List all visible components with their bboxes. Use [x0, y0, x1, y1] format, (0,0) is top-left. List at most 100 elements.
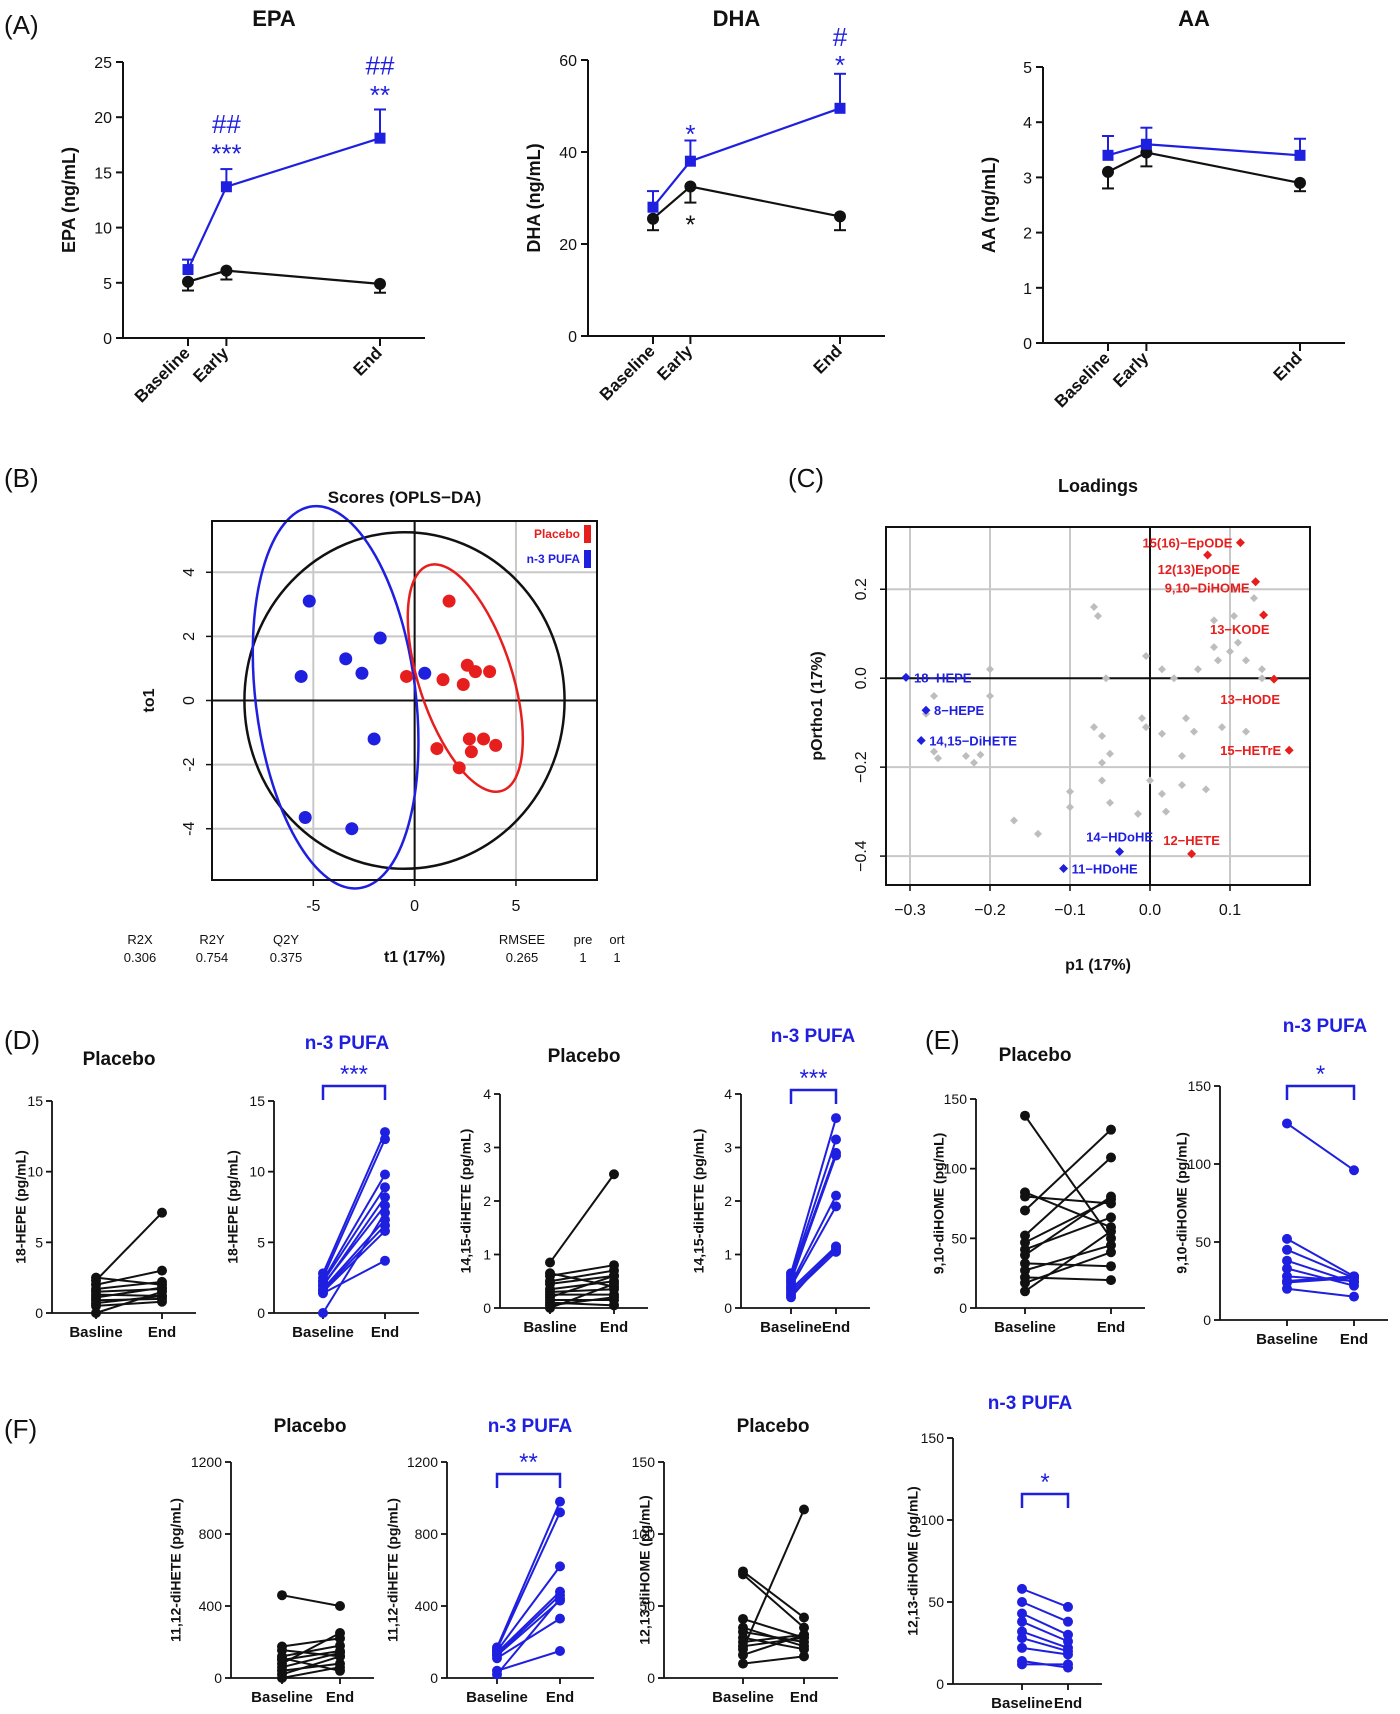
score-point	[442, 594, 456, 608]
legend-label: Placebo	[534, 527, 580, 541]
y-tick-label: 0	[257, 1305, 265, 1321]
data-point	[182, 275, 194, 288]
y-axis-label: AA (ng/mL)	[979, 157, 999, 253]
data-point	[555, 1507, 565, 1518]
pair-line	[549, 1264, 615, 1277]
series-line	[1107, 143, 1301, 157]
stat-value: 0.306	[124, 950, 157, 965]
x-tick-label: −0.2	[974, 902, 1006, 919]
pair-line	[95, 1295, 163, 1305]
stat-value: 0.754	[196, 950, 229, 965]
pair-line	[281, 1594, 341, 1607]
data-point	[799, 1504, 809, 1515]
data-point	[545, 1257, 555, 1268]
paired-plot-11: (F) Placebo 0 400 800 1200 Baseline End 11,12-di…	[4, 1414, 374, 1706]
loading-point	[1190, 727, 1198, 736]
score-point	[483, 665, 497, 679]
data-point	[1282, 1118, 1292, 1129]
pair-line	[322, 1138, 386, 1279]
y-tick-label: 3	[1023, 170, 1032, 187]
y-tick-label: 4	[483, 1086, 491, 1102]
pair-line	[1024, 1216, 1112, 1251]
pair-line	[1024, 1115, 1112, 1239]
pair-line	[496, 1594, 561, 1656]
y-tick-label: 0	[483, 1300, 491, 1316]
pair-line	[742, 1573, 805, 1629]
group-ellipse	[406, 563, 525, 794]
data-point	[786, 1292, 796, 1303]
chart-title: Scores (OPLS−DA)	[328, 488, 482, 507]
y-tick-label: 100	[632, 1526, 656, 1542]
data-point	[1294, 176, 1306, 189]
chart-title: n-3 PUFA	[988, 1393, 1073, 1414]
score-point	[418, 666, 432, 680]
data-point	[1349, 1272, 1359, 1283]
panel-label: (D)	[4, 1025, 40, 1055]
stat-label: R2Y	[199, 932, 225, 947]
paired-plot-8: n-3 PUFA 0 1 2 3 4 Baseline End 14,15-diHETE (pg…	[691, 1026, 870, 1336]
pair-line	[281, 1632, 341, 1665]
loading-point	[1090, 723, 1098, 732]
data-point	[1020, 1237, 1030, 1248]
loading-point	[1178, 780, 1186, 789]
legend-swatch	[584, 525, 591, 543]
data-point	[380, 1200, 390, 1211]
significance-mark: #	[833, 22, 848, 52]
loading-label: 14−HDoHE	[1086, 830, 1153, 845]
loading-label: 13−HODE	[1220, 692, 1280, 707]
y-axis-label: DHA (ng/mL)	[524, 143, 544, 252]
pair-line	[1024, 1128, 1112, 1212]
data-point	[1063, 1616, 1073, 1627]
y-tick-label: 1	[1023, 281, 1032, 298]
data-point	[220, 181, 232, 193]
score-point	[373, 631, 387, 645]
chart-title: EPA	[252, 6, 296, 31]
x-tick-label: Baseline	[466, 1689, 528, 1706]
y-axis-label: EPA (ng/mL)	[59, 147, 79, 253]
loading-point	[1142, 723, 1150, 732]
y-tick-label: 100	[1188, 1156, 1212, 1172]
significance-mark: ***	[799, 1065, 827, 1092]
pair-line	[496, 1511, 561, 1650]
pair-line	[281, 1637, 341, 1648]
significance-mark: ##	[366, 50, 395, 80]
data-point	[318, 1308, 328, 1318]
pair-line	[95, 1290, 163, 1314]
stat-label: R2X	[127, 932, 153, 947]
loading-point	[1194, 665, 1202, 674]
data-point	[609, 1300, 619, 1311]
pair-line	[742, 1509, 805, 1650]
loading-point	[1158, 665, 1166, 674]
data-point	[91, 1308, 101, 1318]
labeled-loading-point	[921, 705, 931, 715]
loading-point	[1226, 647, 1234, 656]
loading-point	[970, 758, 978, 767]
significance-mark: *	[685, 209, 695, 239]
loading-label: 13−KODE	[1210, 622, 1270, 637]
labeled-loading-point	[1115, 847, 1125, 857]
data-point	[1020, 1286, 1030, 1297]
x-tick-label: End	[600, 1319, 628, 1336]
pair-line	[742, 1636, 805, 1651]
pair-line	[1286, 1267, 1355, 1287]
data-point	[380, 1169, 390, 1180]
chart-title: AA	[1178, 6, 1210, 31]
stat-label: RMSEE	[499, 932, 546, 947]
loading-point	[1106, 749, 1114, 758]
pair-line	[496, 1501, 561, 1648]
data-point	[1106, 1240, 1116, 1251]
y-axis-label: 12,13-diHOME (pg/mL)	[905, 1486, 921, 1635]
score-point	[456, 677, 470, 691]
pair-line	[1024, 1230, 1112, 1293]
x-tick-label: End	[148, 1324, 176, 1341]
y-tick-label: 150	[632, 1454, 656, 1470]
loading-label: 8−HEPE	[934, 703, 985, 718]
pair-line	[1024, 1262, 1112, 1268]
legend-swatch	[584, 550, 591, 568]
pair-line	[1021, 1620, 1069, 1643]
paired-plot-13: Placebo 0 50 100 150 Baseline End 12,13-diHOME …	[632, 1416, 838, 1706]
data-point	[492, 1669, 502, 1680]
significance-mark: **	[519, 1449, 538, 1476]
stat-value: 1	[579, 950, 586, 965]
x-tick-label: 0.1	[1219, 902, 1241, 919]
